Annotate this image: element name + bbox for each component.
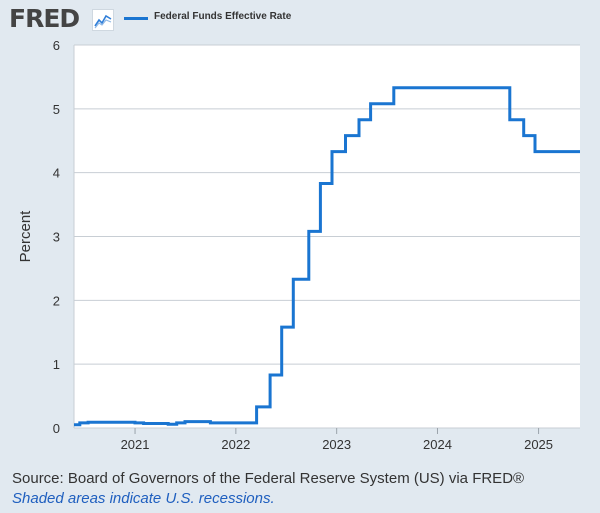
x-tick-label: 2025 — [524, 437, 553, 452]
y-tick-label: 4 — [53, 166, 60, 181]
y-tick-label: 6 — [53, 38, 60, 53]
y-tick-label: 0 — [53, 421, 60, 436]
x-tick-label: 2024 — [423, 437, 452, 452]
series-line-fed-funds-rate — [74, 86, 580, 427]
fred-logo[interactable]: FRED — [9, 4, 80, 33]
recession-note: Shaded areas indicate U.S. recessions. — [12, 490, 275, 507]
y-tick-label: 1 — [53, 357, 60, 372]
legend-swatch — [124, 17, 148, 20]
y-tick-label: 2 — [53, 293, 60, 308]
y-tick-label: 5 — [53, 102, 60, 117]
y-tick-label: 3 — [53, 230, 60, 245]
x-tick-label: 2022 — [221, 437, 250, 452]
chart-header: FRED Federal Funds Effective Rate — [0, 0, 600, 36]
y-axis-label: Percent — [17, 210, 34, 263]
source-text: Source: Board of Governors of the Federa… — [12, 470, 525, 487]
x-tick-label: 2023 — [322, 437, 351, 452]
trend-line-icon — [92, 9, 114, 31]
chart-footer: Source: Board of Governors of the Federa… — [12, 470, 524, 507]
x-tick-label: 2021 — [121, 437, 150, 452]
line-chart: 0 1 2 3 4 5 6 2021 2022 2023 2024 2025 Percent — [17, 38, 580, 452]
legend-label: Federal Funds Effective Rate — [154, 11, 292, 22]
